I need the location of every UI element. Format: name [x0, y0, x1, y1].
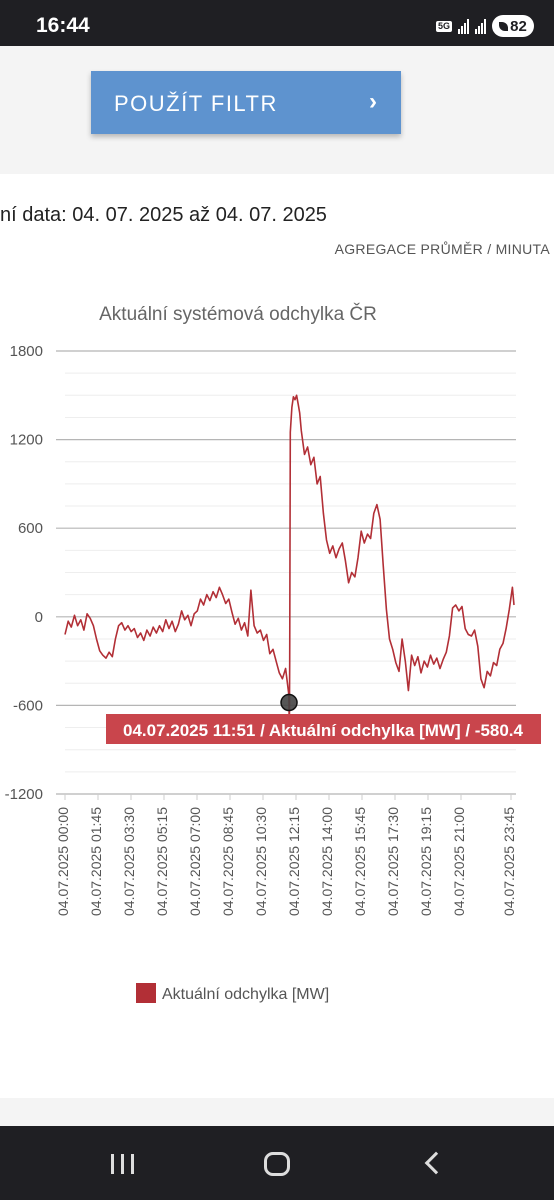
series-line-actual-deviation	[64, 394, 515, 739]
x-tick-label: 04.07.2025 03:30	[121, 807, 137, 916]
aggregation-label: AGREGACE PRŮMĚR / MINUTA	[334, 241, 550, 257]
navigation-bar	[0, 1126, 554, 1200]
x-tick-label: 04.07.2025 15:45	[352, 807, 368, 916]
y-tick-label: -1200	[5, 786, 43, 803]
tooltip-box	[106, 714, 541, 744]
y-tick-label: 0	[35, 609, 43, 626]
signal-icon	[458, 18, 469, 34]
y-tick-label: 600	[18, 520, 43, 537]
chart-title: Aktuální systémová odchylka ČR	[99, 303, 377, 325]
chevron-right-icon: ›	[369, 88, 377, 115]
leaf-icon	[499, 21, 509, 31]
legend-swatch	[136, 983, 156, 1003]
back-icon	[424, 1151, 448, 1175]
status-icons: 5G 82	[435, 15, 534, 37]
recents-button[interactable]	[103, 1146, 143, 1180]
legend-label: Aktuální odchylka [MW]	[162, 986, 329, 1003]
x-tick-label: 04.07.2025 08:45	[220, 807, 236, 916]
back-button[interactable]	[414, 1146, 454, 1180]
x-tick-label: 04.07.2025 01:45	[88, 807, 104, 916]
x-tick-label: 04.07.2025 17:30	[385, 807, 401, 916]
home-button[interactable]	[257, 1146, 297, 1180]
home-icon	[264, 1152, 290, 1176]
y-tick-label: -600	[13, 697, 43, 714]
x-tick-label: 04.07.2025 21:00	[451, 807, 467, 916]
x-tick-label: 04.07.2025 07:00	[187, 807, 203, 916]
y-tick-label: 1800	[10, 343, 43, 360]
battery-level: 82	[510, 17, 527, 35]
x-tick-label: 04.07.2025 12:15	[286, 807, 302, 916]
deviation-chart: Aktuální systémová odchylka ČR 1800 1200 60…	[5, 303, 541, 1003]
battery-icon: 82	[492, 15, 534, 37]
x-tick-label: 04.07.2025 00:00	[55, 807, 71, 916]
apply-filter-button[interactable]: POUŽÍT FILTR ›	[91, 71, 401, 134]
status-time: 16:44	[36, 14, 90, 37]
tooltip-text: 04.07.2025 11:51 / Aktuální odchylka [MW…	[123, 721, 524, 740]
apply-filter-label: POUŽÍT FILTR	[114, 91, 278, 116]
recents-icon	[111, 1154, 114, 1174]
chart-panel: ní data: 04. 07. 2025 až 04. 07. 2025 AG…	[0, 174, 554, 1098]
y-tick-label: 1200	[10, 432, 43, 449]
x-tick-label: 04.07.2025 10:30	[253, 807, 269, 916]
hovered-point	[280, 693, 298, 712]
x-tick-label: 04.07.2025 14:00	[319, 807, 335, 916]
filter-section: POUŽÍT FILTR ›	[0, 46, 554, 174]
date-range: ní data: 04. 07. 2025 až 04. 07. 2025	[0, 204, 327, 226]
status-bar: 16:44 5G 82	[0, 0, 554, 46]
x-tick-label: 04.07.2025 05:15	[154, 807, 170, 916]
signal-icon-2	[475, 18, 486, 34]
network-icon: 5G	[435, 20, 452, 32]
x-tick-label: 04.07.2025 19:15	[418, 807, 434, 916]
x-tick-label: 04.07.2025 23:45	[501, 807, 517, 916]
